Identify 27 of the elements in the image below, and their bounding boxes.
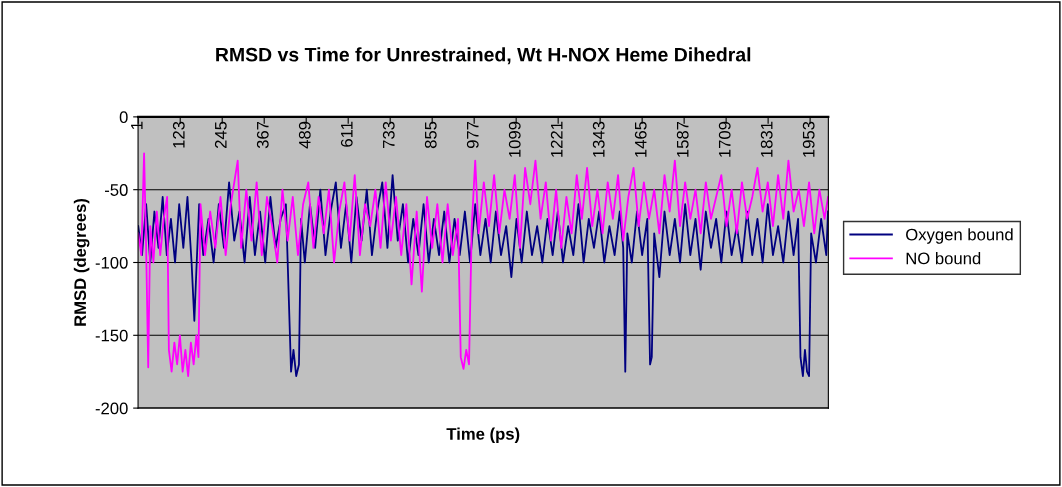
x-tick-label: 367 xyxy=(256,121,269,149)
x-tick-label: 1953 xyxy=(802,121,815,157)
x-tick-label: 1831 xyxy=(760,121,773,157)
x-tick-label: 245 xyxy=(214,121,227,149)
x-tick-label: 733 xyxy=(382,121,395,148)
legend-label: Oxygen bound xyxy=(906,228,1013,244)
x-tick-label: 611 xyxy=(340,121,353,147)
y-tick-label: -100 xyxy=(95,256,128,269)
x-tick-label: 1221 xyxy=(550,121,563,157)
y-axis-title: RMSD (degrees) xyxy=(73,198,90,326)
legend-label: NO bound xyxy=(906,252,981,265)
x-tick-label: 855 xyxy=(424,121,437,149)
x-tick-label: 1709 xyxy=(718,121,731,157)
chart-title: RMSD vs Time for Unrestrained, Wt H-NOX Heme Dihedral xyxy=(216,47,751,65)
x-tick-label: 123 xyxy=(172,121,185,148)
x-tick-label: 489 xyxy=(298,121,311,149)
y-tick-label: -200 xyxy=(95,402,128,415)
x-tick-label: 1343 xyxy=(592,121,605,157)
y-tick-label: -50 xyxy=(104,184,128,196)
y-tick-label: -150 xyxy=(95,329,128,342)
x-tick-label: 977 xyxy=(466,121,479,149)
x-tick-label: 1 xyxy=(131,121,143,130)
x-tick-label: 1587 xyxy=(676,121,689,157)
x-tick-label: 1099 xyxy=(508,121,521,157)
y-tick-label: 0 xyxy=(119,111,128,124)
x-axis-title: Time (ps) xyxy=(446,427,520,444)
x-tick-label: 1465 xyxy=(634,121,647,157)
